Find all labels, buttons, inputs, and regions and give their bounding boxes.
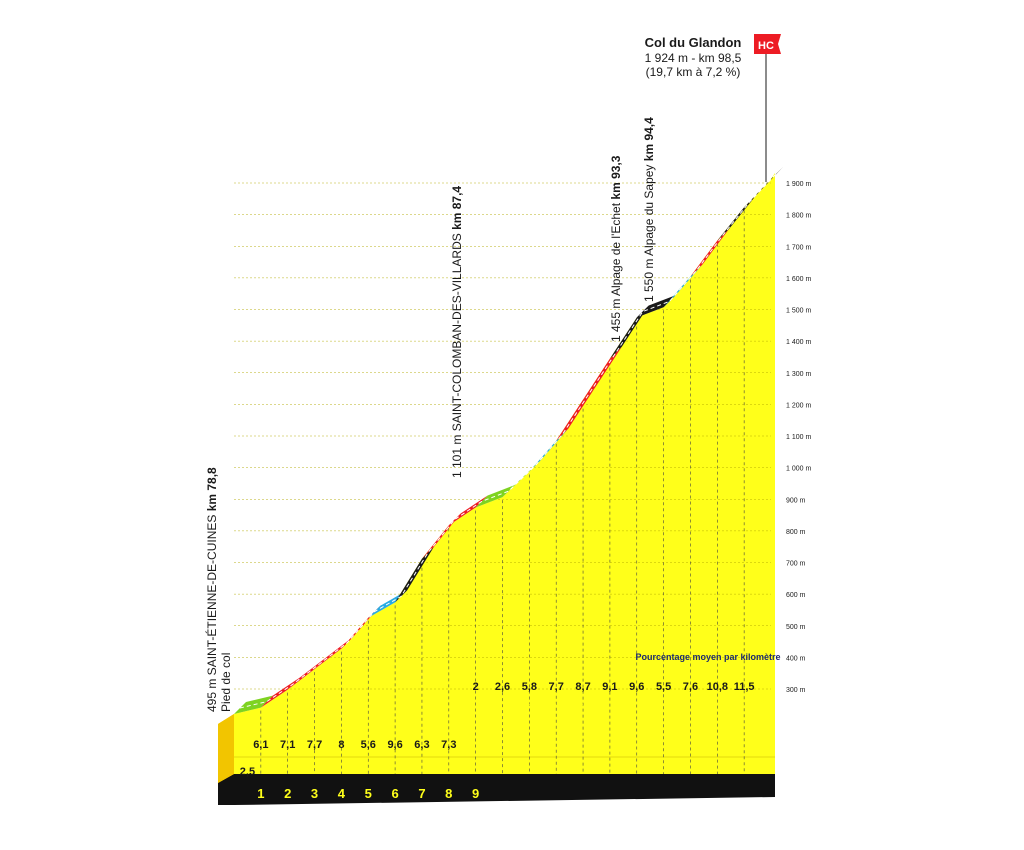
gradient-label: 2,5 [240, 766, 255, 778]
road-segment [475, 485, 515, 508]
y-tick-label: 1 100 m [786, 434, 811, 441]
road-segment [690, 228, 730, 277]
y-tick-label: 1 400 m [786, 339, 811, 346]
gradient-label: 2 [473, 681, 479, 693]
y-tick-label: 1 900 m [786, 181, 811, 188]
start-label: 495 m SAINT-ÉTIENNE-DE-CUINES km 78,8 [204, 467, 219, 712]
legend-text: Pourcentage moyen par kilomètre [635, 652, 780, 662]
road-segment [529, 428, 569, 472]
km-label: 17 [683, 693, 697, 708]
road-segment [663, 264, 703, 308]
waypoint-label-km: km 87,4 [450, 186, 464, 230]
chart-base [218, 173, 775, 805]
gradient-label: 2,6 [495, 681, 510, 693]
km-label: 12 [549, 693, 563, 708]
km-labels: 1 2 3 4 5 6 7 8 910 11 12 13 14 15 16 17 18 19 20 [257, 693, 774, 801]
profile-fill [234, 173, 775, 774]
waypoint-label-main: 1 101 m SAINT-COLOMBAN-DES-VILLARDS [450, 230, 464, 478]
gradient-label: 8,7 [575, 681, 590, 693]
gradient-label: 9,1 [602, 681, 617, 693]
start-label-main: 495 m SAINT-ÉTIENNE-DE-CUINES [204, 511, 219, 712]
y-tick-label: 1 300 m [786, 371, 811, 378]
hc-flag [754, 34, 781, 54]
km-label: 8 [445, 786, 452, 801]
gradient-label: 11,5 [734, 681, 755, 693]
km-label: 19 [737, 693, 751, 708]
waypoint-label-main: 1 550 m Alpage du Sapey [642, 161, 656, 302]
road-segment [636, 295, 676, 318]
waypoint-label: 1 101 m SAINT-COLOMBAN-DES-VILLARDS km 8… [450, 186, 464, 478]
gradient-label: 6,1 [253, 739, 268, 751]
km-label: 16 [656, 693, 670, 708]
waypoint-label: 1 455 m Alpage de l'Echet km 93,3 [609, 155, 623, 342]
waypoint-label: 1 550 m Alpage du Sapey km 94,4 [642, 117, 656, 302]
km-label: 5 [365, 786, 372, 801]
waypoint-label-km: km 93,3 [609, 155, 623, 199]
y-tick-label: 700 m [786, 561, 806, 568]
road-segments [234, 167, 783, 714]
y-tick-label: 1 800 m [786, 213, 811, 220]
start-annotation: 495 m SAINT-ÉTIENNE-DE-CUINES km 78,8 Pi… [204, 467, 233, 712]
y-tick-label: 900 m [786, 497, 806, 504]
y-tick-label: 1 700 m [786, 244, 811, 251]
waypoint-annotation: 1 101 m SAINT-COLOMBAN-DES-VILLARDS km 8… [450, 117, 656, 478]
km-label: 4 [338, 786, 346, 801]
summit-details-line1: 1 924 m - km 98,5 [645, 51, 742, 65]
y-tick-label: 1 200 m [786, 402, 811, 409]
start-label-km: km 78,8 [205, 467, 219, 511]
km-label: 18 [710, 693, 724, 708]
waypoint-label-main: 1 455 m Alpage de l'Echet [609, 200, 623, 342]
gradient-label: 9,6 [387, 739, 402, 751]
km-label: 20 [760, 693, 774, 708]
y-tick-label: 300 m [786, 687, 806, 694]
y-tick-label: 800 m [786, 529, 806, 536]
km-label: 1 [257, 786, 264, 801]
chart-bottom-band [218, 774, 775, 805]
y-tick-label: 1 600 m [786, 276, 811, 283]
km-label: 14 [603, 693, 618, 708]
gradient-label: 7,3 [441, 739, 456, 751]
gradient-label: 5,5 [656, 681, 671, 693]
gradient-label: 7,7 [549, 681, 564, 693]
gradient-label: 8 [338, 739, 344, 751]
km-label: 2 [284, 786, 291, 801]
y-tick-label: 600 m [786, 592, 806, 599]
waypoint-label-km: km 94,4 [642, 117, 656, 161]
start-sublabel: Pied de col [219, 653, 233, 712]
km-label: 13 [576, 693, 590, 708]
km-label: 3 [311, 786, 318, 801]
summit-details-line2: (19,7 km à 7,2 %) [646, 65, 741, 79]
gradient-labels: 2,5 6,1 7,1 7,7 8 5,6 9,6 6,3 7,3 2 2,6 5,8 7,7 8,7 9,… [240, 681, 755, 778]
road-segment [234, 695, 273, 714]
y-tick-label: 400 m [786, 655, 806, 662]
gradient-label: 7,1 [280, 739, 295, 751]
km-label: 11 [522, 693, 536, 708]
gradient-label: 7,6 [683, 681, 698, 693]
km-label: 6 [391, 786, 398, 801]
summit-name: Col du Glandon [645, 35, 742, 50]
gradient-label: 7,7 [307, 739, 322, 751]
hc-flag-label: HC [758, 40, 774, 52]
km-label: 15 [630, 693, 644, 708]
y-tick-label: 1 500 m [786, 308, 811, 315]
y-axis-ticks: 300 m 400 m 500 m 600 m 700 m 800 m 900 m 1 000… [786, 181, 811, 694]
y-tick-label: 500 m [786, 624, 806, 631]
gradient-label: 5,6 [361, 739, 376, 751]
gradient-label: 5,8 [522, 681, 537, 693]
km-label: 9 [472, 786, 479, 801]
gradient-label: 10,8 [707, 681, 728, 693]
gradient-label: 6,3 [414, 739, 429, 751]
y-tick-label: 1 000 m [786, 466, 811, 473]
km-label: 10 [495, 693, 509, 708]
gradient-label: 9,6 [629, 681, 644, 693]
road-segment [314, 636, 354, 670]
gradient-label-strip [218, 714, 234, 783]
km-label: 7 [418, 786, 425, 801]
road-segment [287, 657, 327, 690]
gridlines [234, 182, 771, 774]
road-segment [421, 513, 461, 559]
summit-annotation: HC Col du Glandon 1 924 m - km 98,5 (19,… [645, 34, 781, 182]
